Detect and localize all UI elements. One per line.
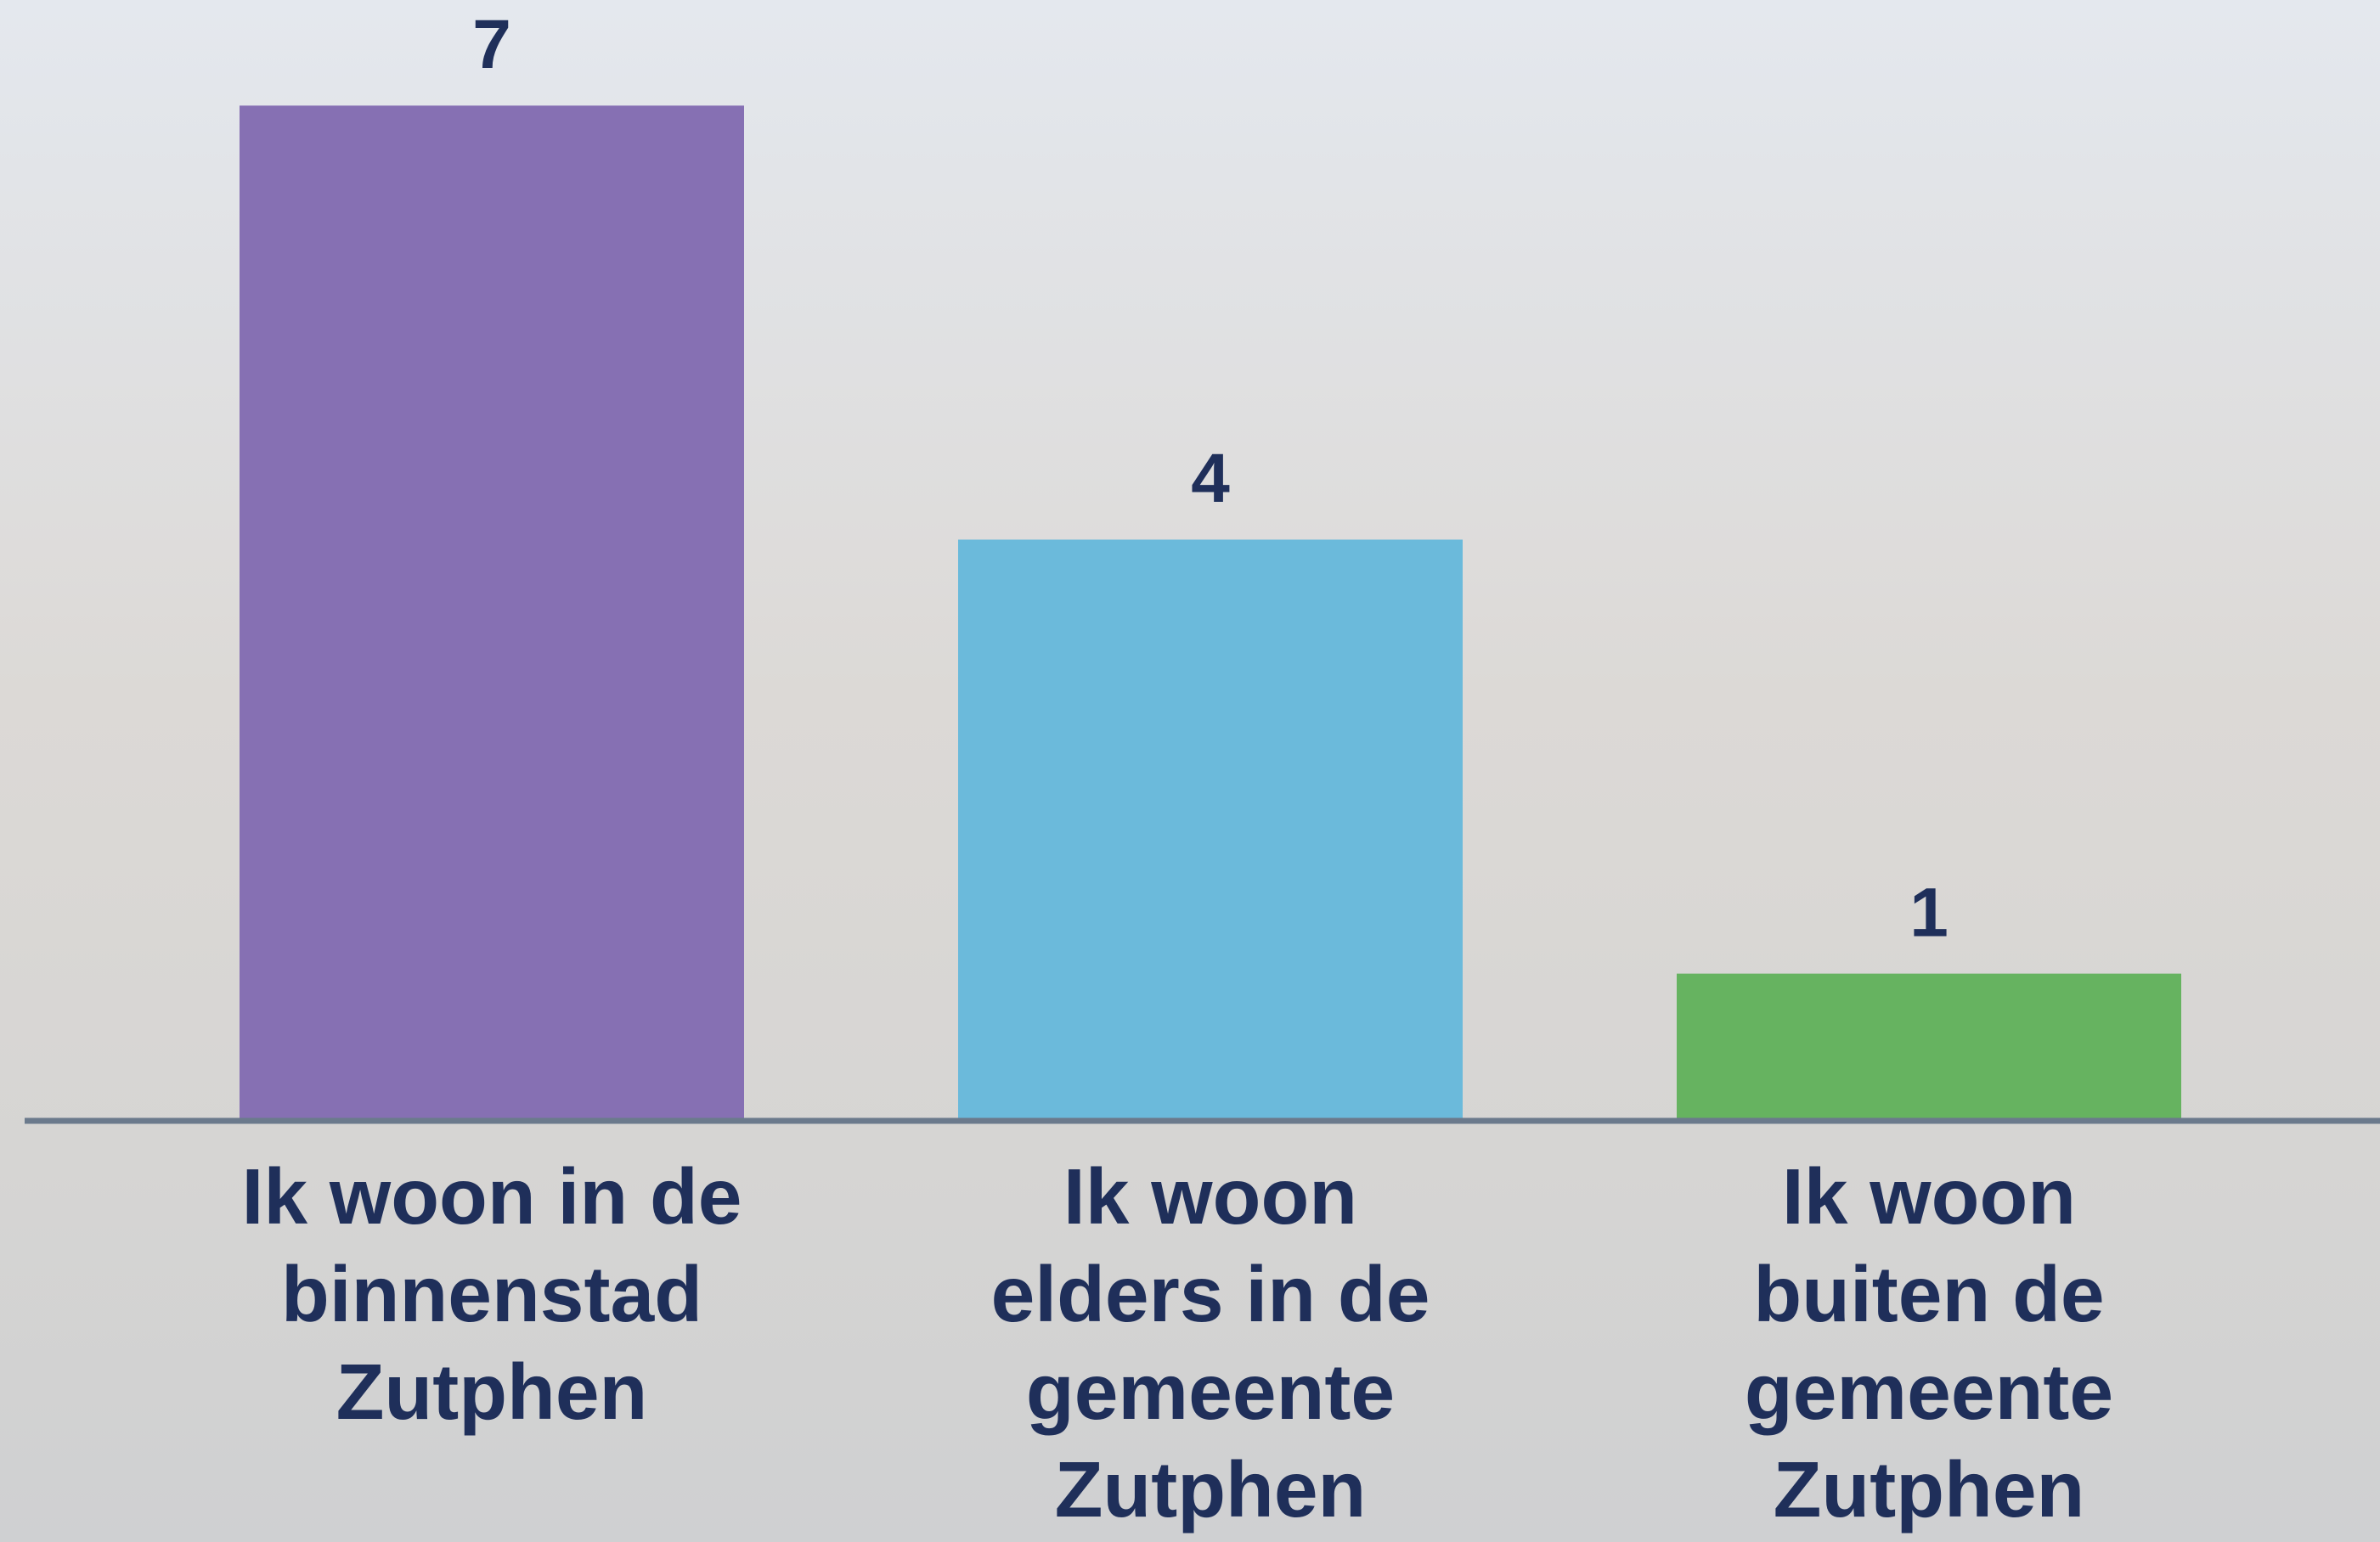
bar (240, 105, 744, 1118)
x-tick-label: Ik woon elders in de gemeente Zutphen (947, 1148, 1474, 1539)
chart: 7 4 1 Ik woon in de binnenstad Zutphen Ik w… (0, 0, 2380, 1542)
bar (1677, 974, 2181, 1118)
bar (958, 539, 1463, 1118)
value-label: 4 (1191, 440, 1230, 517)
value-label: 1 (1909, 874, 1949, 951)
x-tick-label: Ik woon in de binnenstad Zutphen (228, 1148, 755, 1441)
value-label: 7 (472, 6, 511, 83)
x-tick-label: Ik woon buiten de gemeente Zutphen (1666, 1148, 2192, 1539)
